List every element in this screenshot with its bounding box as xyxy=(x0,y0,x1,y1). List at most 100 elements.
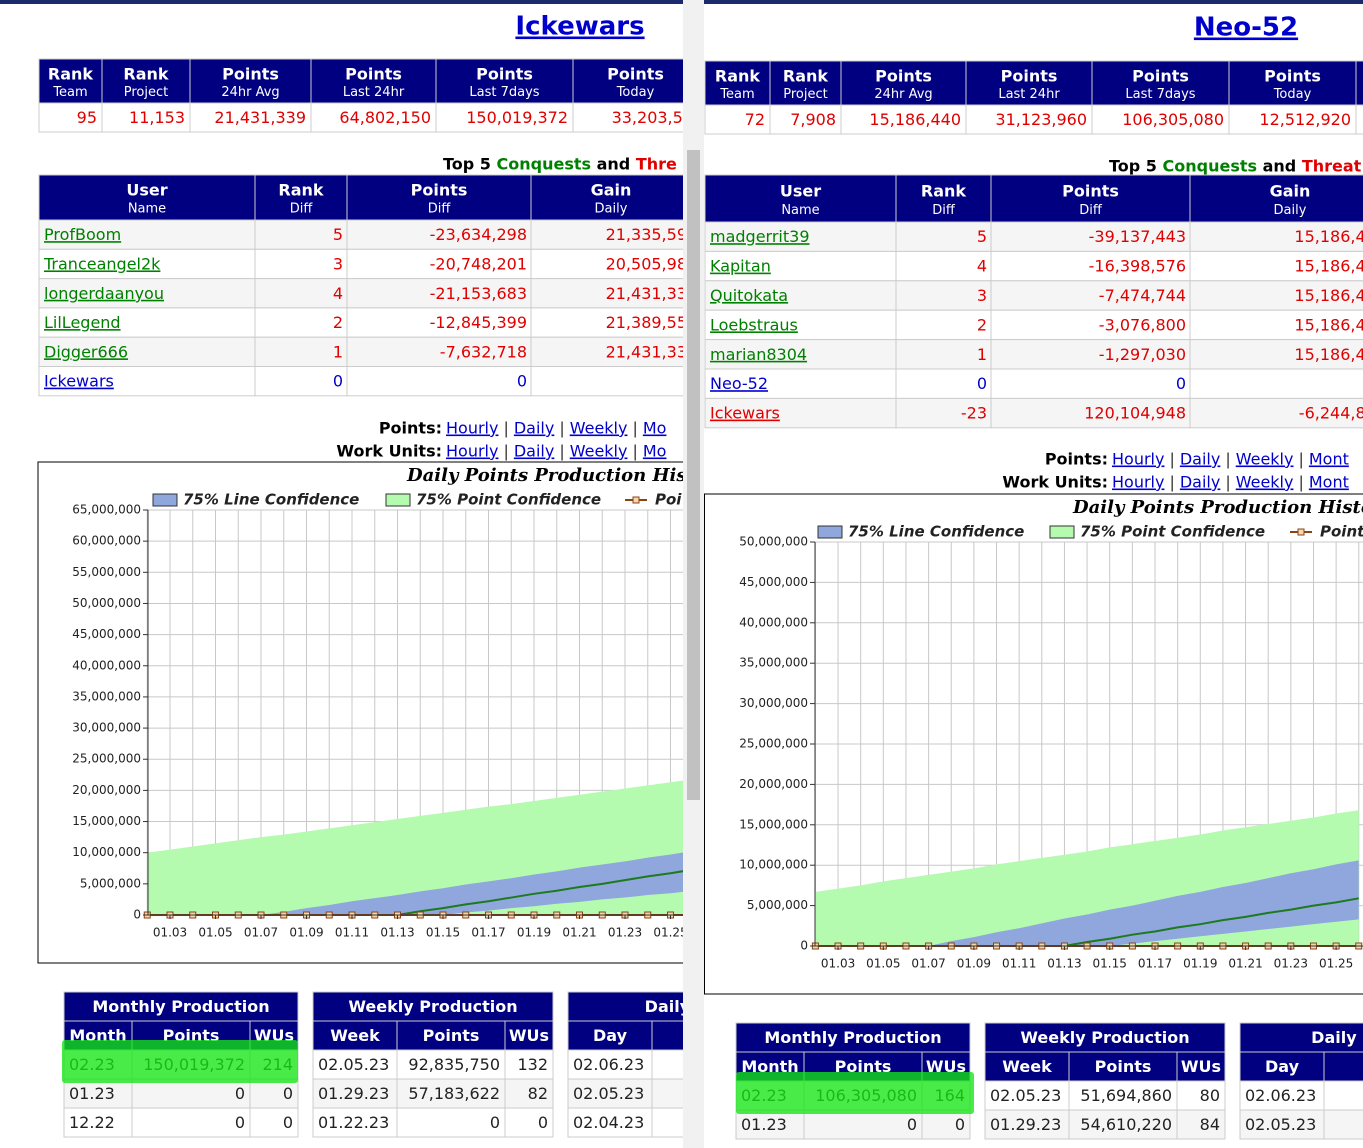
header-sub: Last 24hr xyxy=(998,87,1060,102)
user-link[interactable]: longerdaanyou xyxy=(44,284,164,303)
cell-value: 3 xyxy=(333,254,343,273)
x-tick-label: 01.11 xyxy=(1002,957,1036,971)
user-link[interactable]: Loebstraus xyxy=(710,315,798,334)
link[interactable]: Daily xyxy=(514,442,554,461)
stat-cell xyxy=(572,102,683,133)
cell xyxy=(990,250,1191,282)
user-link[interactable]: madgerrit39 xyxy=(710,227,810,246)
separator: | xyxy=(632,442,637,461)
cell-value: 0 xyxy=(977,374,987,393)
cell-value: 15,186,440 xyxy=(1294,227,1363,246)
stat-value: 15,186,440 xyxy=(869,110,961,129)
stat-cell xyxy=(1228,104,1357,135)
cell xyxy=(1189,309,1363,341)
scrollbar[interactable] xyxy=(683,0,704,1148)
link[interactable]: Weekly xyxy=(1236,450,1294,469)
table-title-cell xyxy=(984,1022,1226,1053)
header-main: Points xyxy=(476,64,533,83)
cell-value: 12.22 xyxy=(69,1113,115,1132)
user-link[interactable]: marian8304 xyxy=(710,345,807,364)
header-cell xyxy=(1355,60,1363,106)
x-tick-label: 01.03 xyxy=(821,957,855,971)
cell-value: 21,431,33 xyxy=(606,284,683,303)
cell xyxy=(38,366,256,397)
link[interactable]: Daily xyxy=(1180,473,1220,492)
link[interactable]: Mo xyxy=(643,442,667,461)
header-cell xyxy=(651,1020,683,1051)
table-title: Daily Pr xyxy=(645,997,683,1016)
table-title: Weekly Production xyxy=(1020,1028,1189,1047)
y-tick-label: 50,000,000 xyxy=(739,535,808,549)
x-tick-label: 01.05 xyxy=(866,957,900,971)
stat-cell xyxy=(101,102,191,133)
header-main: Points xyxy=(1095,1057,1152,1076)
link[interactable]: Hourly xyxy=(1112,450,1164,469)
highlight xyxy=(62,1040,298,1083)
cell xyxy=(1239,1109,1325,1140)
cell xyxy=(131,1107,251,1138)
legend-label: 75% Point Confidence xyxy=(416,491,601,509)
user-link[interactable]: Tranceangel2k xyxy=(43,254,161,273)
separator: | xyxy=(559,442,564,461)
header-main: Day xyxy=(1265,1057,1300,1076)
header-main: Points xyxy=(423,1026,480,1045)
panel-title[interactable]: Ickewars xyxy=(515,12,644,42)
panel-title[interactable]: Neo-52 xyxy=(1194,13,1298,43)
link[interactable]: Mo xyxy=(643,419,667,438)
table-title-cell xyxy=(63,991,299,1022)
y-tick-label: 30,000,000 xyxy=(739,696,808,710)
stat-value: 7,908 xyxy=(790,110,836,129)
cell xyxy=(530,278,683,309)
cell-value: -1,297,030 xyxy=(1099,345,1186,364)
table-title-cell xyxy=(735,1022,971,1053)
user-link[interactable]: Digger666 xyxy=(44,342,128,361)
header-sub: Today xyxy=(616,85,655,100)
header-main: Points xyxy=(1062,181,1119,200)
user-link[interactable]: Kapitan xyxy=(710,257,771,276)
cell xyxy=(1323,1109,1363,1140)
cell-value: 1 xyxy=(977,345,987,364)
link[interactable]: Weekly xyxy=(570,419,628,438)
cell-value: 0 xyxy=(283,1084,293,1103)
user-link[interactable]: Ickewars xyxy=(44,372,114,391)
y-tick-label: 55,000,000 xyxy=(72,565,141,579)
legend-swatch xyxy=(385,493,411,507)
cell xyxy=(63,1107,133,1138)
cell xyxy=(249,1107,299,1138)
link[interactable]: Hourly xyxy=(446,419,498,438)
cell xyxy=(990,280,1191,311)
cell xyxy=(651,1107,683,1138)
cell-value: -6,244,899 xyxy=(1299,404,1363,423)
user-link[interactable]: Ickewars xyxy=(710,404,780,423)
x-tick-label: 01.03 xyxy=(153,926,187,940)
cell xyxy=(254,366,348,397)
user-link[interactable]: Neo-52 xyxy=(710,374,768,393)
link[interactable]: Weekly xyxy=(1236,473,1294,492)
user-link[interactable]: LilLegend xyxy=(44,313,121,332)
cell-value: -23 xyxy=(961,404,987,423)
x-tick-label: 01.19 xyxy=(1183,957,1217,971)
cell-value: 02.05.23 xyxy=(318,1055,389,1074)
link[interactable]: Mont xyxy=(1309,450,1349,469)
top5-heading: Conquests xyxy=(497,155,592,174)
cell xyxy=(63,1078,133,1109)
link[interactable]: Mont xyxy=(1309,473,1349,492)
cell xyxy=(651,1049,683,1080)
y-tick-label: 25,000,000 xyxy=(72,752,141,766)
link[interactable]: Daily xyxy=(514,419,554,438)
header-sub: Last 24hr xyxy=(343,85,405,100)
link[interactable]: Weekly xyxy=(570,442,628,461)
user-link[interactable]: ProfBoom xyxy=(44,225,121,244)
top-bar xyxy=(0,0,683,4)
cell-value: 01.29.23 xyxy=(990,1115,1061,1134)
link[interactable]: Daily xyxy=(1180,450,1220,469)
x-tick-label: 01.21 xyxy=(1228,957,1262,971)
link[interactable]: Hourly xyxy=(446,442,498,461)
scroll-thumb[interactable] xyxy=(687,150,700,800)
separator: | xyxy=(1298,473,1303,492)
link[interactable]: Hourly xyxy=(1112,473,1164,492)
legend-marker xyxy=(1297,528,1305,536)
series-line xyxy=(397,870,683,916)
header-sub: 24hr Avg xyxy=(874,87,932,102)
user-link[interactable]: Quitokata xyxy=(710,286,788,305)
